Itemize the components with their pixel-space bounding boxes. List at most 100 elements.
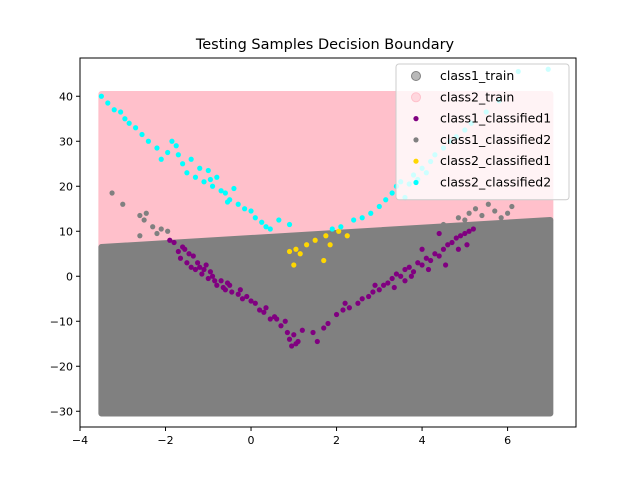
class1-classified1-point (197, 264, 203, 270)
class1-classified1-point (342, 300, 348, 306)
class2-classified1-point (344, 233, 350, 239)
y-tick-label: 0 (66, 270, 73, 283)
class1-classified2-point (141, 217, 147, 223)
chart-title: Testing Samples Decision Boundary (195, 37, 455, 53)
class1-classified1-point (214, 282, 220, 288)
class2-classified2-point (184, 170, 190, 176)
y-tick-label: 20 (59, 180, 73, 193)
class1-classified1-point (355, 300, 361, 306)
class2-classified2-point (132, 125, 139, 131)
class2-classified2-point (252, 215, 258, 221)
class2-classified2-point (231, 185, 237, 192)
class1-classified1-point (466, 228, 472, 234)
class1-classified1-point (182, 246, 188, 252)
class1-classified1-point (410, 269, 417, 275)
class1-classified2-point (492, 208, 498, 214)
class1-classified1-point (402, 278, 408, 284)
class2-classified2-point (139, 131, 145, 138)
class1-classified1-point (278, 323, 284, 329)
class1-classified1-point (184, 260, 190, 266)
class1-classified1-point (419, 262, 425, 268)
class1-classified1-point (385, 280, 391, 286)
class1-classified2-point (504, 210, 511, 216)
class1-classified1-point (175, 248, 181, 255)
y-tick-label: −30 (50, 405, 73, 418)
class1-classified1-point (256, 307, 263, 313)
class1-classified1-point (333, 311, 340, 318)
legend-label: class1_classified2 (440, 132, 551, 147)
x-tick-label: −2 (157, 434, 173, 447)
class1-classified1-point (188, 264, 194, 270)
legend-marker (411, 71, 421, 81)
class1-classified1-point (359, 296, 365, 302)
data-points (98, 66, 551, 349)
class1-classified1-point (194, 260, 201, 266)
class1-classified1-point (167, 237, 173, 243)
legend-marker (413, 158, 419, 164)
class1-classified2-point (150, 224, 156, 230)
class2-classified1-point (304, 242, 310, 248)
class1-classified1-point (286, 336, 293, 342)
x-tick-label: 4 (419, 434, 426, 447)
class1-classified1-point (366, 293, 372, 300)
class1-classified1-point (470, 226, 476, 232)
class1-classified1-point (425, 266, 432, 273)
class2-classified1-point (336, 228, 342, 234)
class1-classified1-point (372, 282, 378, 288)
class1-classified2-point (143, 210, 149, 216)
class1-classified2-point (154, 230, 160, 237)
legend-marker (411, 92, 421, 103)
class1-classified2-point (472, 206, 479, 212)
x-tick-label: 6 (504, 434, 511, 447)
class1-classified1-point (428, 257, 434, 264)
class1-classified1-point (314, 338, 320, 345)
class1-classified1-point (442, 262, 449, 268)
class1-classified2-point (109, 190, 115, 196)
class1-classified1-point (237, 287, 243, 293)
class1-classified1-point (406, 264, 412, 270)
class1-classified1-point (289, 343, 295, 349)
class2-classified2-point (173, 143, 179, 149)
class1-classified1-point (244, 293, 250, 300)
class1-classified1-point (436, 253, 442, 259)
class2-classified1-point (323, 233, 329, 239)
class1-classified1-point (402, 266, 408, 273)
class1-classified1-point (321, 325, 327, 331)
class2-classified2-point (222, 190, 228, 196)
plot-frame (79, 57, 577, 428)
class1-classified1-point (293, 341, 299, 347)
class1-classified1-point (209, 273, 216, 279)
class2-classified1-point (312, 237, 318, 243)
class1-classified2-point (158, 226, 164, 232)
class1-classified2-point (509, 203, 515, 210)
legend-marker (413, 179, 419, 186)
class1-classified2-point (120, 201, 126, 207)
class2-classified2-point (235, 201, 241, 207)
x-tick-label: 2 (333, 434, 340, 447)
class2-classified2-point (197, 165, 203, 171)
class1-classified1-point (284, 329, 290, 336)
class2-classified2-point (389, 190, 395, 196)
class1-classified1-point (376, 287, 382, 293)
y-tick-label: 40 (59, 90, 73, 103)
class1-classified1-point (432, 251, 438, 257)
class1-classified1-point (207, 269, 214, 275)
class2-classified1-point (297, 251, 303, 257)
legend-marker (413, 116, 419, 122)
class1-classified1-point (389, 275, 395, 282)
class2-classified2-point (259, 219, 265, 225)
class2-classified2-point (267, 226, 273, 232)
class1-classified1-point (212, 278, 218, 284)
class1-classified1-point (218, 278, 224, 284)
class2-classified2-point (158, 156, 164, 162)
class1-classified2-point (137, 212, 143, 219)
class2-classified2-point (329, 226, 335, 232)
class1-classified1-point (274, 316, 280, 322)
class2-classified2-point (145, 138, 152, 144)
class1-classified1-point (177, 255, 184, 261)
class1-classified1-point (252, 300, 258, 306)
class1-classified1-point (186, 251, 192, 257)
